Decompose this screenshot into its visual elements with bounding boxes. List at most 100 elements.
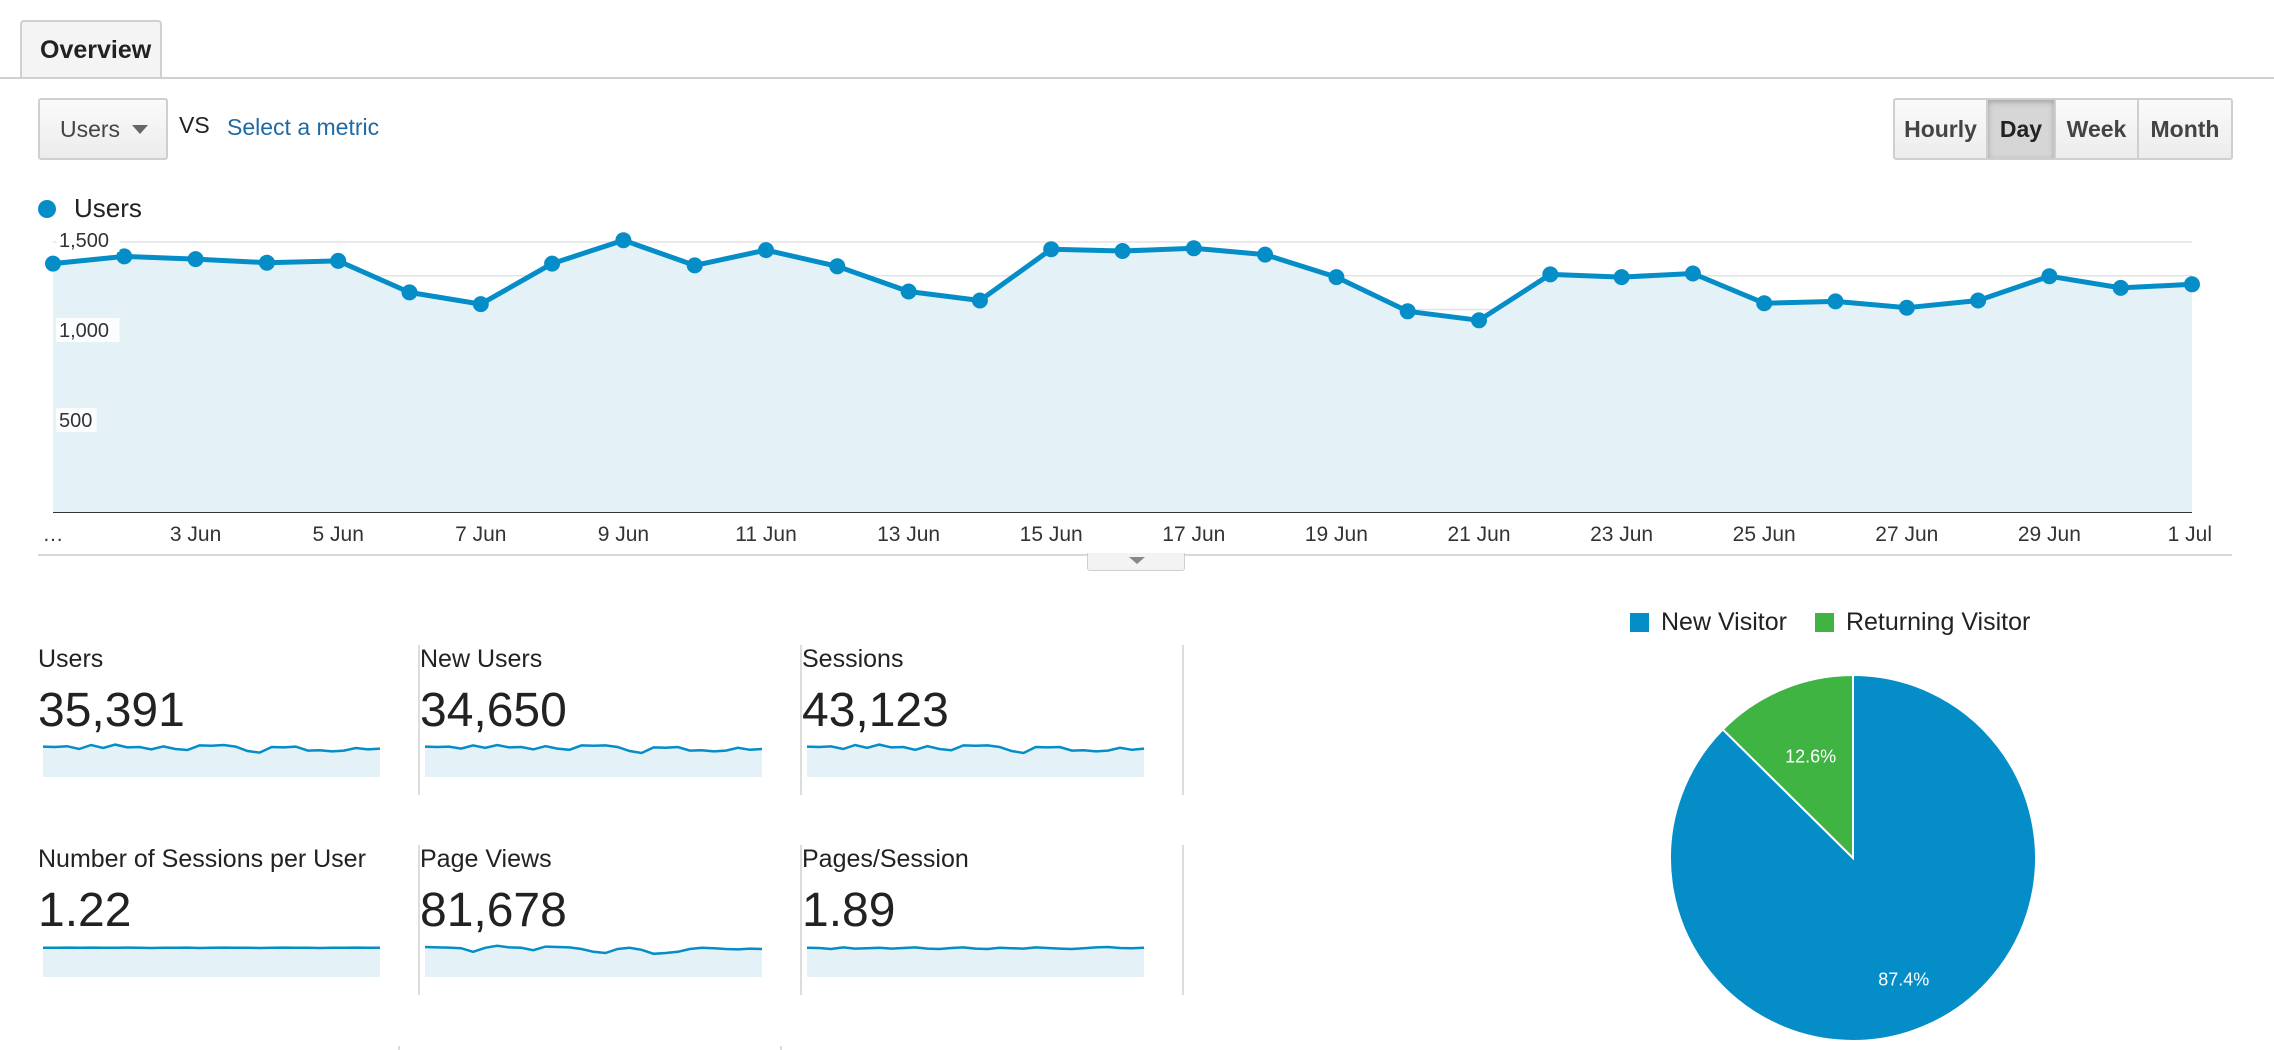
data-point[interactable] [1043,241,1060,258]
scorecard-label: New Users [420,645,543,673]
data-point[interactable] [258,254,275,271]
y-tick-bg [56,228,120,252]
legend-label: New Visitor [1661,608,1787,636]
divider [800,645,802,795]
scorecard-value: 34,650 [420,684,567,737]
tab-bar: Overview [0,0,2274,79]
x-tick-label: 17 Jun [1162,523,1225,546]
new-visitor-swatch [1630,613,1649,632]
data-point[interactable] [1542,266,1559,283]
granularity-toggle: Hourly Day Week Month [1893,98,2233,160]
hourly-button[interactable]: Hourly [1893,98,1988,160]
y-tick-label: 500 [59,410,92,432]
y-tick-bg [56,318,120,342]
sparkline-area [807,744,1144,777]
pie-slice[interactable] [1721,673,1854,861]
divider [398,1046,400,1050]
data-point[interactable] [1827,293,1844,310]
data-point[interactable] [971,292,988,309]
sparkline-area [807,947,1144,977]
legend-dot-icon [38,199,56,218]
sparkline-line [425,743,762,755]
scorecard-new-users[interactable]: New Users 34,650 [420,645,802,805]
scorecard-page-views[interactable]: Page Views 81,678 [420,845,802,1005]
scorecard-pages-per-session[interactable]: Pages/Session 1.89 [802,845,1184,1005]
day-button[interactable]: Day [1986,98,2056,160]
data-point[interactable] [401,284,418,301]
legend-item-returning-visitor[interactable]: Returning Visitor [1814,608,2030,637]
x-tick-label: 25 Jun [1733,523,1796,546]
x-tick-label: 29 Jun [2018,523,2081,546]
data-point[interactable] [615,232,632,249]
data-point[interactable] [1471,312,1487,329]
data-point[interactable] [1114,243,1131,259]
returning-visitor-swatch [1814,613,1834,632]
pie-slice-label: 87.4% [1878,970,1929,990]
data-point[interactable] [1970,292,1987,309]
scorecard-users[interactable]: Users 35,391 [38,645,420,805]
data-point[interactable] [45,255,61,272]
metric-dropdown-value: Users [60,116,121,142]
data-point[interactable] [1257,246,1274,263]
sparkline [43,743,380,777]
pie-slice-label: 12.6% [1785,747,1836,767]
sparkline [43,946,380,977]
data-point[interactable] [829,258,846,275]
data-point[interactable] [1185,240,1202,257]
x-tick-label: 7 Jun [455,523,506,546]
sparkline [425,743,762,777]
data-point[interactable] [1328,269,1345,286]
scorecard-sessions-per-user[interactable]: Number of Sessions per User 1.22 [38,845,420,1005]
data-point[interactable] [472,296,489,313]
x-tick-label: 21 Jun [1447,523,1510,546]
week-button[interactable]: Week [2054,98,2139,160]
scorecard-value: 35,391 [38,684,185,737]
x-tick-label: … [43,523,64,546]
data-point[interactable] [544,255,561,272]
scorecard-label: Page Views [420,845,552,873]
data-point[interactable] [2112,279,2129,296]
users-line-chart: 500 1,000 1,500 … 3 Jun 5 Jun 7 Jun 9 Jun 11 Ju… [38,228,2232,556]
sparkline-area [43,744,380,777]
sparkline-area [43,947,380,977]
data-point[interactable] [1756,295,1773,312]
data-point[interactable] [1613,269,1630,286]
pie-legend: New Visitor Returning Visitor [1630,608,2058,637]
data-point[interactable] [758,242,774,259]
divider [418,645,420,795]
chevron-down-icon [132,125,148,134]
x-tick-label: 11 Jun [735,523,797,546]
data-point[interactable] [2184,276,2200,293]
data-point[interactable] [187,251,204,268]
sparkline-line [425,944,762,956]
y-tick-label: 1,500 [59,230,109,252]
data-point[interactable] [2041,268,2058,285]
sparkline-area [425,745,762,777]
sparkline-line [43,743,380,754]
chart-collapse-handle[interactable] [1087,553,1185,571]
scorecard-label: Users [38,645,104,673]
scorecard-label: Number of Sessions per User [38,845,366,873]
caret-down-icon [1129,557,1145,564]
data-point[interactable] [900,283,917,300]
sparkline [807,743,1144,777]
metric-dropdown[interactable]: Users [38,98,168,160]
select-metric-link[interactable]: Select a metric [227,114,380,140]
legend-item-new-visitor[interactable]: New Visitor [1630,608,1787,637]
divider [1182,845,1184,995]
tab-overview[interactable]: Overview [20,20,162,77]
scorecard-sessions[interactable]: Sessions 43,123 [802,645,1184,805]
sparkline [425,944,762,977]
visitor-pie-chart: 87.4% 12.6% [1669,673,2037,1042]
data-point[interactable] [330,252,347,269]
divider [800,845,802,995]
data-point[interactable] [1399,303,1416,320]
pie-slice[interactable] [1669,673,2037,1042]
sparkline [807,945,1144,977]
data-point[interactable] [1684,265,1701,282]
data-point[interactable] [686,257,703,274]
month-button[interactable]: Month [2137,98,2233,160]
scorecard-value: 1.22 [38,884,132,937]
data-point[interactable] [116,248,133,265]
data-point[interactable] [1898,299,1915,316]
